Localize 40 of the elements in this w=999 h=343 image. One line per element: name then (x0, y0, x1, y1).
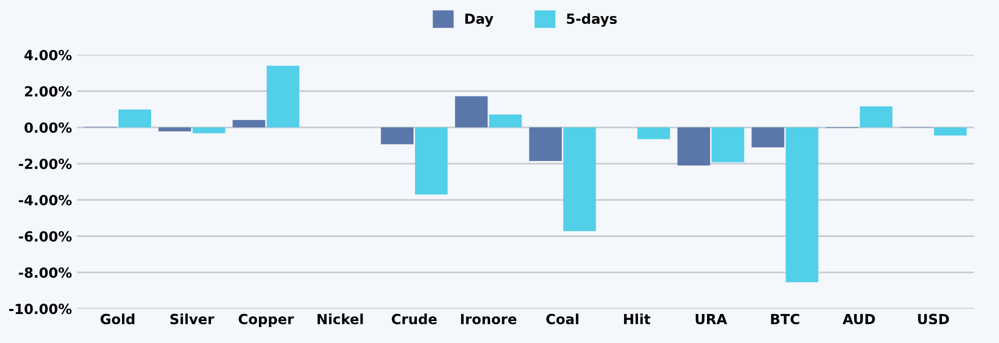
y-tick-label: -4.00% (18, 194, 72, 206)
bar (712, 127, 744, 162)
y-tick-label: -6.00% (18, 231, 72, 242)
bar (415, 127, 448, 194)
bar (455, 96, 488, 128)
bar (860, 106, 892, 128)
legend-label: 5-days (566, 13, 617, 27)
x-tick-label: AUD (842, 314, 875, 324)
bar (266, 66, 300, 128)
bar (677, 127, 710, 166)
y-tick-label: 0.00% (24, 122, 72, 133)
y-tick-label: -8.00% (18, 267, 72, 278)
bar (934, 127, 967, 136)
x-tick-label: Crude (392, 314, 437, 324)
bar (563, 127, 596, 232)
y-tick-label: -10.00% (9, 304, 72, 314)
bar (752, 127, 784, 148)
x-tick-label: Ironore (461, 314, 516, 324)
x-tick-label: BTC (771, 314, 800, 324)
bar (158, 127, 192, 132)
bar (529, 127, 562, 161)
y-tick-label: -2.00% (18, 158, 72, 170)
bar (786, 127, 818, 282)
legend-label: Day (465, 14, 494, 27)
bar (637, 127, 670, 140)
x-tick-label: Silver (170, 314, 214, 324)
x-tick-label: USD (918, 314, 949, 324)
x-tick-label: Gold (100, 314, 134, 324)
bar (232, 120, 266, 128)
x-tick-label: Coal (546, 314, 578, 324)
y-tick-label: 4.00% (24, 50, 72, 60)
bar (192, 127, 226, 134)
bar (380, 127, 414, 144)
x-tick-label: Copper (238, 314, 294, 328)
x-tick-label: Nickel (318, 314, 363, 324)
y-tick-label: 2.00% (24, 86, 72, 97)
x-tick-label: Hlit (624, 314, 650, 324)
bar (489, 114, 522, 128)
bar (118, 109, 152, 128)
x-tick-label: URA (696, 314, 728, 324)
